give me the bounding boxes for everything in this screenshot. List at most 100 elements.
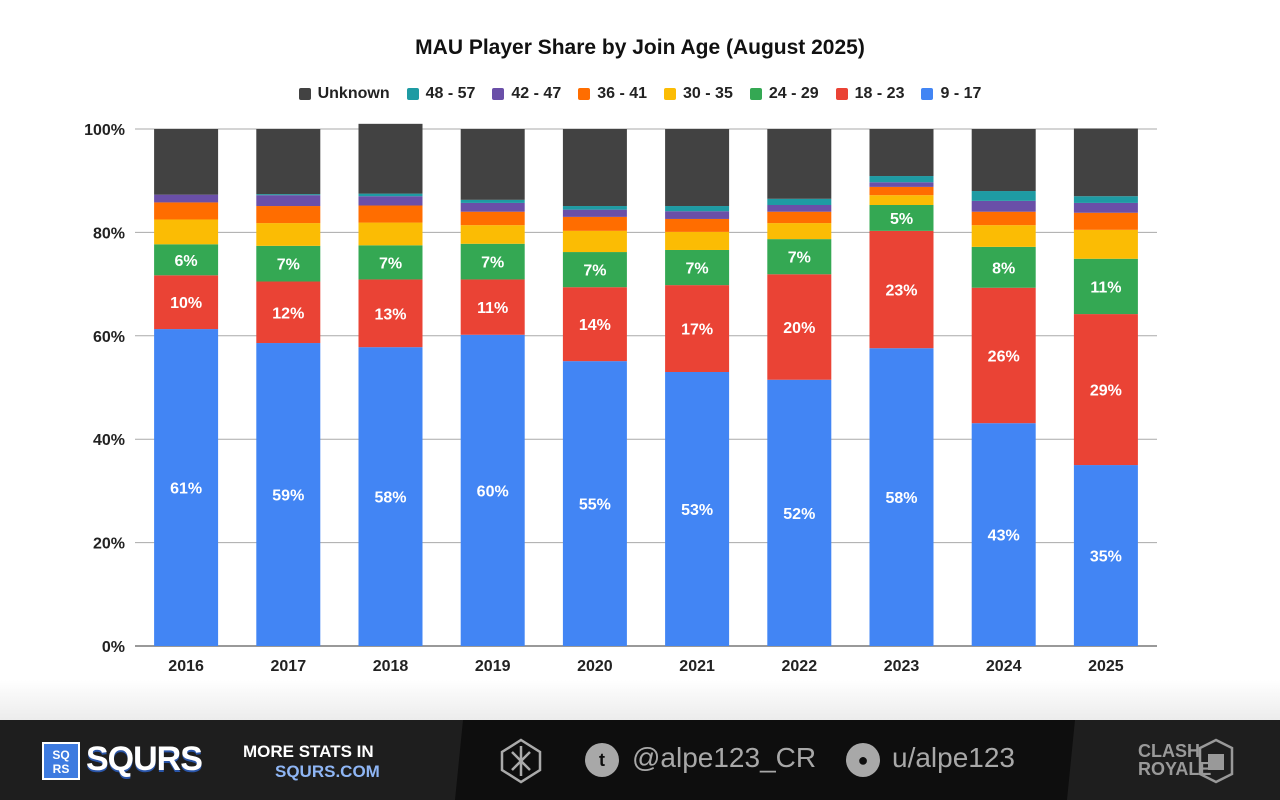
reddit-handle[interactable]: u/alpe123: [892, 742, 1016, 773]
chart-title: MAU Player Share by Join Age (August 202…: [415, 36, 865, 59]
clash-royale-logo: CLASH ROYALE: [1138, 741, 1212, 779]
author-logo-icon: [500, 738, 542, 784]
data-label: 59%: [272, 488, 304, 505]
bar-segment: [154, 194, 219, 203]
legend-item: 9 - 17: [921, 85, 981, 103]
bar-segment: [562, 230, 627, 253]
data-label: 55%: [579, 497, 611, 514]
legend-swatch: [406, 88, 419, 100]
bar-segment: [767, 274, 832, 380]
bar-segment: [971, 287, 1036, 424]
bar-segment: [562, 209, 627, 217]
legend-item: 24 - 29: [749, 85, 819, 103]
bar-segment: [256, 223, 321, 246]
legend-swatch: [835, 88, 848, 100]
crown-shield-icon: [1198, 738, 1234, 784]
legend-label: 30 - 35: [683, 85, 733, 102]
x-tick-label: 2025: [1088, 658, 1124, 675]
bar-segment: [154, 219, 219, 245]
bar-segment: [154, 202, 219, 220]
legend-label: 24 - 29: [768, 85, 819, 102]
twitter-handle[interactable]: @alpe123_CR: [632, 742, 817, 773]
bar-segment: [971, 200, 1036, 212]
y-tick-label: 60%: [93, 329, 125, 346]
data-label: 23%: [885, 283, 917, 300]
bar-segment: [562, 252, 627, 288]
bar-segment: [869, 195, 934, 205]
stacked-bar-chart: 0% 20% 40% 60% 80% 100% 61% 10% 6% 2016 59% 12% 7% 20…: [84, 122, 1157, 675]
y-tick-label: 20%: [93, 536, 125, 553]
bar-segment: [869, 129, 934, 177]
bar-segment: [971, 423, 1036, 646]
bar-segment: [460, 225, 525, 244]
bar-segment: [767, 198, 832, 205]
bar-segment: [665, 218, 730, 232]
bar-segment: [358, 222, 423, 246]
bar-segment: [869, 230, 934, 349]
bar-segment: [154, 244, 219, 276]
data-label: 26%: [988, 348, 1020, 365]
legend-label: 42 - 47: [511, 85, 562, 102]
data-label: 7%: [481, 255, 504, 272]
data-label: 61%: [170, 481, 202, 498]
data-label: 10%: [170, 295, 202, 312]
bar-segment: [256, 281, 321, 344]
bar-segment: [767, 379, 832, 646]
data-label: 35%: [1090, 549, 1122, 566]
bar-segment: [1073, 229, 1138, 259]
footer-social-panel: [455, 720, 1075, 800]
data-label: 52%: [783, 506, 815, 523]
data-label: 7%: [686, 261, 709, 278]
bar-segment: [971, 211, 1036, 226]
bar-segment: [1073, 196, 1138, 203]
legend-swatch: [664, 88, 677, 100]
data-label: 13%: [374, 306, 406, 323]
bar-segment: [971, 129, 1036, 192]
data-label: 12%: [272, 305, 304, 322]
legend-label: 9 - 17: [940, 85, 982, 102]
bar-segment: [665, 371, 730, 646]
bar-segment: [1073, 128, 1138, 197]
data-label: 11%: [477, 300, 508, 317]
legend-item: 36 - 41: [578, 85, 647, 103]
bar-segment: [869, 186, 934, 196]
data-label: 60%: [477, 483, 509, 500]
bar-segment: [767, 129, 832, 199]
y-tick-label: 100%: [84, 122, 125, 139]
legend-label: 36 - 41: [597, 85, 648, 102]
y-tick-label: 40%: [93, 432, 125, 449]
data-label: 17%: [681, 322, 713, 339]
bar-segment: [256, 343, 321, 646]
bar-segment: [460, 243, 525, 280]
bar-segment: [971, 225, 1036, 247]
bar-segment: [1073, 212, 1138, 230]
legend-label: Unknown: [317, 85, 390, 102]
bar-segment: [869, 204, 934, 231]
site-link[interactable]: SQURS.COM: [275, 762, 380, 781]
bar-segment: [256, 206, 321, 224]
bar-segment: [154, 129, 219, 195]
x-tick-label: 2017: [271, 658, 307, 675]
bar-segment: [665, 206, 730, 212]
legend: Unknown 48 - 57 42 - 47 36 - 41 30 - 35 24 - …: [0, 85, 1280, 103]
bar-segment: [358, 347, 423, 646]
bar-segment: [665, 129, 730, 207]
bar-segment: [358, 193, 423, 197]
x-tick-label: 2024: [986, 658, 1022, 675]
legend-swatch: [578, 88, 591, 100]
legend-label: 48 - 57: [425, 85, 476, 102]
bar-segment: [358, 245, 423, 280]
bar-segment: [1073, 314, 1138, 466]
data-label: 20%: [783, 320, 815, 337]
bar-segment: [767, 239, 832, 275]
bar-segment: [256, 194, 321, 196]
squrs-logo-icon: SQ RS: [42, 742, 80, 780]
legend-item: 48 - 57: [406, 85, 476, 103]
reddit-icon: ●: [846, 743, 880, 777]
data-label: 8%: [992, 260, 1015, 277]
more-stats-text: MORE STATS IN: [243, 742, 374, 761]
bar-segment: [256, 129, 321, 195]
x-tick-label: 2021: [679, 658, 715, 675]
footer: SQ RS SQURS MORE STATS IN SQURS.COM t @a…: [0, 720, 1280, 800]
bar-segment: [460, 211, 525, 226]
